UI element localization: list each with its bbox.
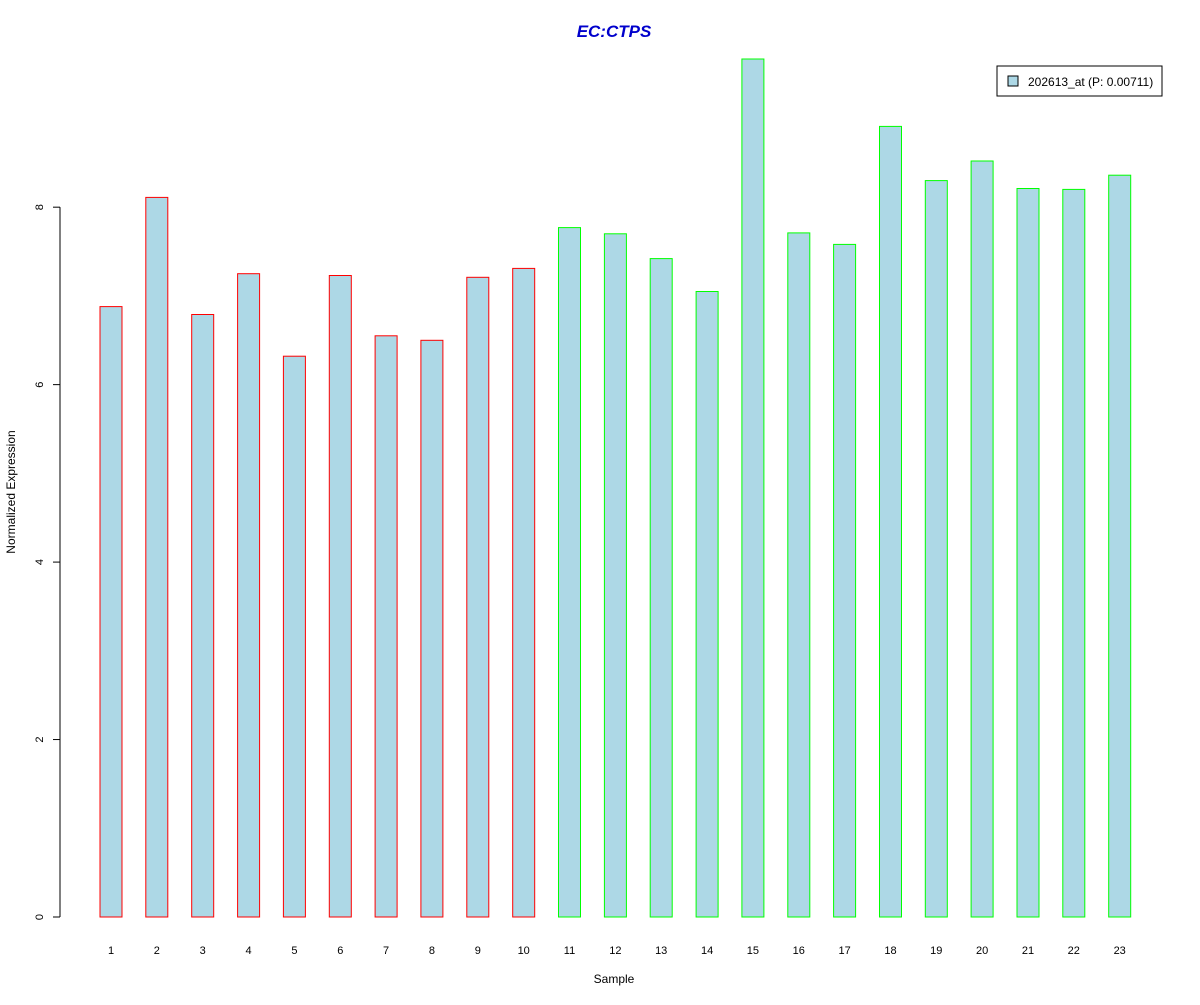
y-tick-label-4: 4 [34,559,46,565]
bar-sample-7 [374,335,398,918]
x-tick-label-4: 4 [246,945,252,957]
bar-sample-2 [145,196,169,918]
bar-sample-13 [649,258,673,918]
bar-sample-12 [603,233,627,918]
legend-swatch [1007,75,1019,87]
y-axis-label: Normalized Expression [4,430,18,553]
bar-sample-14 [695,291,719,918]
x-tick-label-12: 12 [609,945,621,957]
y-axis: 0 2 4 6 8 [34,204,61,920]
bar-sample-23 [1108,174,1132,918]
bar-sample-9 [466,276,490,918]
bar-sample-5 [282,355,306,918]
x-tick-label-9: 9 [475,945,481,957]
x-tick-label-10: 10 [518,945,530,957]
x-tick-label-3: 3 [200,945,206,957]
bar-sample-22 [1062,188,1086,918]
chart-title: EC:CTPS [577,22,652,41]
bars-layer [99,58,1132,918]
x-tick-label-17: 17 [838,945,850,957]
x-tick-label-6: 6 [337,945,343,957]
legend: 202613_at (P: 0.00711) [996,65,1163,97]
x-tick-label-5: 5 [291,945,297,957]
x-tick-label-8: 8 [429,945,435,957]
x-tick-label-15: 15 [747,945,759,957]
bar-sample-4 [237,273,261,918]
x-tick-label-18: 18 [884,945,896,957]
legend-label: 202613_at (P: 0.00711) [1028,75,1153,89]
x-tick-label-23: 23 [1114,945,1126,957]
bar-sample-8 [420,339,444,918]
y-tick-label-8: 8 [34,204,46,210]
bar-sample-20 [970,160,994,918]
bar-sample-16 [787,232,811,918]
bar-sample-15 [741,58,765,918]
bar-sample-1 [99,306,123,918]
bar-sample-17 [833,243,857,918]
x-tick-label-16: 16 [793,945,805,957]
y-tick-label-2: 2 [34,736,46,742]
bar-sample-21 [1016,188,1040,918]
bar-sample-11 [558,227,581,918]
x-tick-label-13: 13 [655,945,667,957]
bar-sample-18 [879,125,902,918]
bar-sample-6 [328,275,352,918]
x-tick-label-22: 22 [1068,945,1080,957]
x-tick-label-19: 19 [930,945,942,957]
y-tick-label-0: 0 [34,914,46,920]
x-tick-label-1: 1 [108,945,114,957]
bar-sample-19 [924,180,948,918]
x-tick-label-2: 2 [154,945,160,957]
x-tick-label-14: 14 [701,945,713,957]
y-tick-label-6: 6 [34,382,46,388]
legend-box [996,65,1163,97]
x-tick-label-7: 7 [383,945,389,957]
x-tick-label-21: 21 [1022,945,1034,957]
x-axis-label: Sample [594,972,635,986]
x-tick-label-11: 11 [564,945,575,957]
x-tick-labels: 1 2 3 4 5 6 7 8 9 10 11 12 13 14 15 16 17 18 19 20 21 22 23 [108,945,1126,957]
bar-sample-10 [512,267,536,918]
bar-sample-3 [191,314,215,918]
x-tick-label-20: 20 [976,945,988,957]
